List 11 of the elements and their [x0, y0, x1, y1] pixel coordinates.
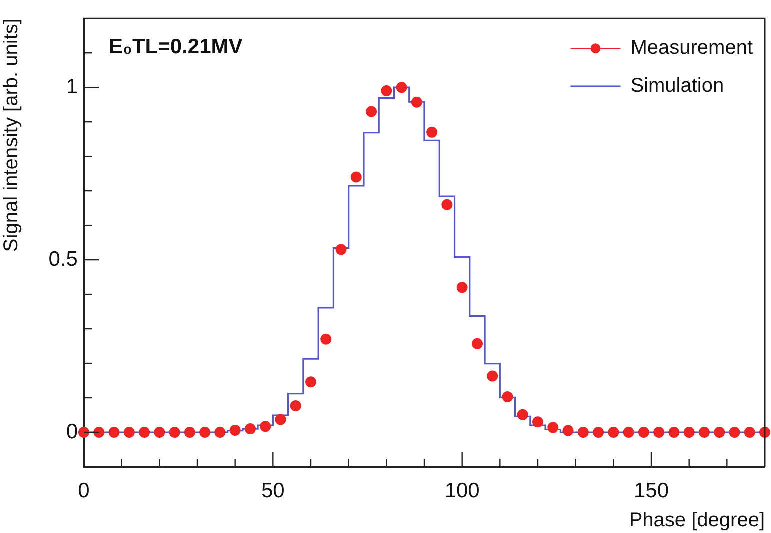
annotation: E₀TL=0.21MV — [109, 36, 243, 59]
legend-label: Simulation — [630, 75, 724, 98]
x-tick-label: 100 — [444, 479, 480, 502]
x-axis-title: Phase [degree] — [629, 510, 765, 532]
x-tick-label: 150 — [634, 479, 670, 502]
y-tick-label: 0.5 — [48, 248, 78, 271]
legend-label: Measurement — [630, 37, 754, 60]
x-tick-label: 50 — [261, 479, 285, 502]
y-axis-title: Signal intensity [arb. units] — [0, 18, 23, 252]
y-tick-label: 0 — [66, 420, 78, 444]
y-tick-label: 1 — [66, 75, 78, 98]
